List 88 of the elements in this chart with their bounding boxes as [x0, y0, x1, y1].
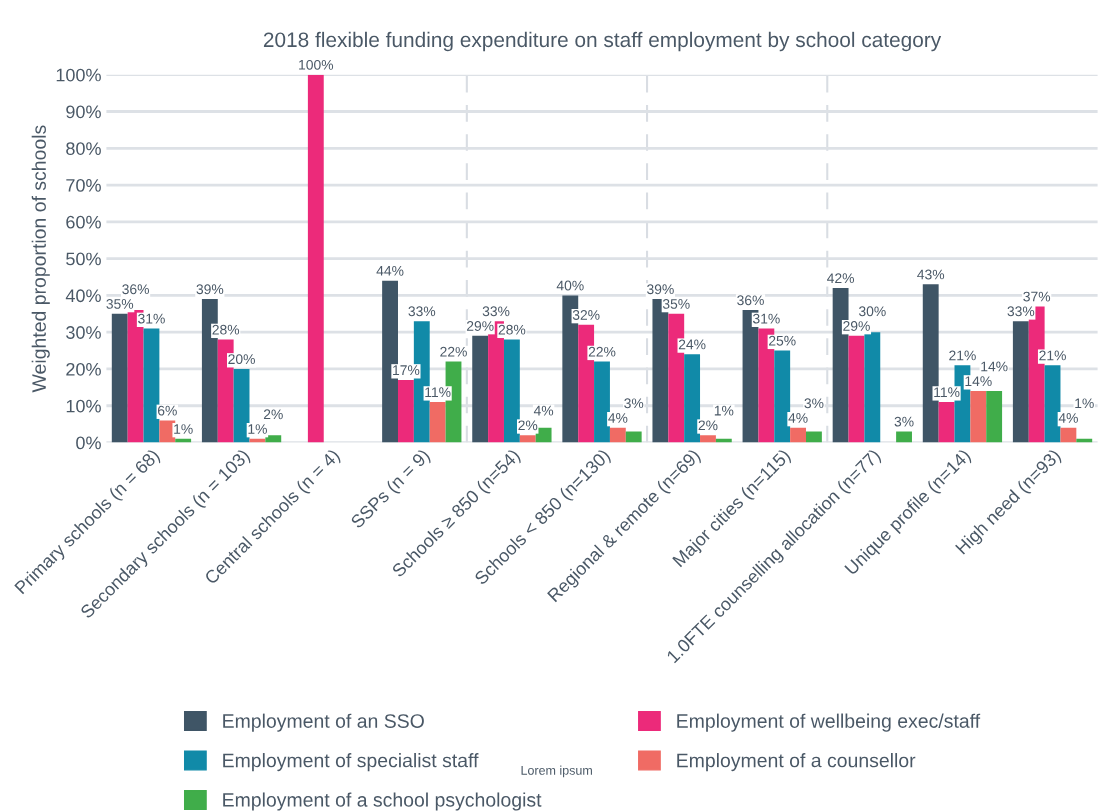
data-label: 40%: [556, 280, 584, 291]
data-label: 37%: [1023, 291, 1051, 302]
data-label: 36%: [122, 284, 149, 295]
bar: [806, 431, 822, 443]
data-label: 21%: [1039, 350, 1066, 361]
data-label: 36%: [737, 295, 764, 306]
legend-label: Employment of a counsellor: [677, 753, 916, 772]
data-label: 11%: [934, 387, 960, 398]
data-label: 28%: [212, 324, 240, 335]
data-label: 1%: [714, 405, 734, 416]
data-label: 2%: [263, 409, 283, 420]
legend-label: Employment of a school psychologist: [223, 792, 542, 811]
data-label: 6%: [157, 405, 177, 416]
data-label: 29%: [843, 321, 870, 331]
bar: [111, 313, 128, 443]
data-label: 4%: [533, 405, 554, 416]
data-label: 2%: [518, 420, 538, 431]
bar: [700, 435, 716, 443]
bar: [429, 402, 446, 443]
data-label: 11%: [425, 387, 451, 398]
y-tick-label: 90%: [66, 105, 101, 119]
data-label: 30%: [858, 306, 886, 317]
data-label: 28%: [498, 324, 526, 335]
y-axis-title: Weighted proportion of schools: [31, 125, 50, 393]
y-tick-label: 20%: [66, 362, 101, 376]
data-label: 42%: [827, 273, 855, 284]
legend-label: Employment of specialist staff: [223, 753, 479, 772]
bar: [233, 368, 250, 443]
y-tick-label: 60%: [66, 215, 101, 229]
legend-label: Employment of an SSO: [223, 713, 424, 732]
y-tick-label: 50%: [66, 252, 101, 266]
bar: [519, 435, 536, 443]
data-label: 29%: [466, 321, 494, 331]
data-label: 14%: [965, 376, 992, 387]
y-tick-label: 80%: [66, 142, 101, 155]
bar: [143, 328, 160, 443]
bar: [609, 427, 626, 443]
y-tick-label: 70%: [66, 178, 101, 192]
data-label: 33%: [408, 306, 436, 317]
y-tick-label: 100%: [56, 68, 101, 82]
data-label: 1%: [1075, 398, 1094, 409]
data-label: 2%: [698, 420, 718, 431]
bar: [864, 332, 881, 443]
data-label: 4%: [608, 413, 628, 423]
data-label: 24%: [678, 339, 706, 350]
data-label: 4%: [788, 413, 808, 423]
bar: [986, 391, 1003, 443]
data-label: 3%: [804, 398, 824, 409]
data-label: 31%: [752, 313, 780, 324]
y-tick-label: 0%: [76, 436, 101, 450]
data-label: 43%: [917, 269, 945, 280]
chart-title: 2018 flexible funding expenditure on staff employment by school category: [263, 31, 942, 52]
data-label: 1%: [174, 424, 193, 434]
bar: [938, 402, 955, 443]
y-tick-label: 30%: [66, 326, 101, 339]
data-label: 35%: [662, 299, 690, 309]
data-label: 33%: [482, 306, 510, 317]
data-label: 35%: [106, 299, 134, 309]
data-label: 22%: [440, 346, 467, 357]
data-label: 33%: [1007, 306, 1035, 317]
data-label: 14%: [981, 361, 1008, 372]
data-label: 1%: [248, 424, 267, 434]
bar: [970, 391, 987, 443]
text: Lorem ipsum: [521, 765, 592, 778]
data-label: 22%: [588, 346, 616, 357]
data-label: 31%: [138, 313, 165, 324]
bar: [265, 435, 282, 443]
bar: [1012, 321, 1029, 443]
bar: [790, 427, 807, 443]
data-label: 20%: [228, 354, 255, 365]
bar: [1060, 427, 1077, 443]
data-label: 17%: [393, 365, 420, 375]
data-label: 3%: [894, 416, 914, 427]
bar: [625, 431, 642, 443]
data-label: 21%: [949, 350, 976, 361]
data-label: 32%: [572, 310, 600, 320]
data-label: 3%: [624, 398, 644, 409]
bar: [896, 431, 912, 443]
data-label: 4%: [1058, 413, 1078, 423]
data-label: 25%: [769, 335, 796, 346]
data-label: 44%: [376, 265, 404, 276]
data-label: 39%: [196, 284, 224, 295]
data-label: 100%: [299, 59, 334, 70]
data-label: 39%: [647, 284, 674, 295]
legend-label: Employment of wellbeing exec/staff: [677, 713, 981, 732]
y-tick-label: 40%: [65, 289, 101, 303]
y-tick-label: 10%: [66, 399, 101, 413]
bar: [594, 361, 610, 443]
